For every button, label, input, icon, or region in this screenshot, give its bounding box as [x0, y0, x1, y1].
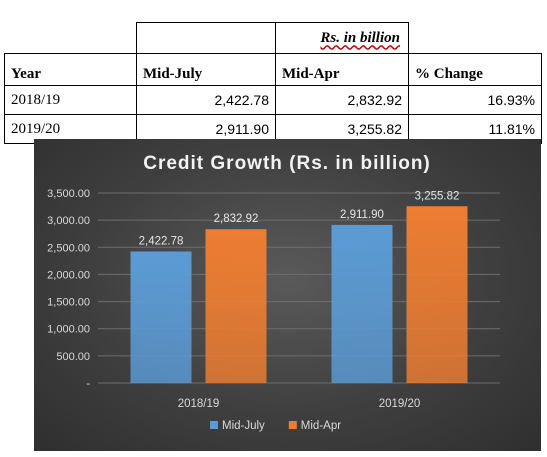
data-label: 3,255.82 — [415, 190, 460, 202]
legend-swatch — [210, 421, 218, 429]
y-axis-ticks: - 500.00 1,000.00 1,500.00 2,000.00 2,500.00 3… — [47, 188, 90, 390]
x-tick-label: 2018/19 — [178, 398, 220, 410]
data-label: 2,832.92 — [214, 213, 259, 225]
table-row: 2018/19 2,422.78 2,832.92 16.93% — [4, 85, 542, 115]
header-mid-july: Mid-July — [136, 53, 276, 86]
bar-mid-apr-2019-20 — [406, 206, 468, 383]
legend-label: Mid-July — [222, 420, 265, 432]
y-tick-label: - — [86, 378, 90, 390]
y-tick-label: 2,500.00 — [47, 242, 90, 254]
y-tick-label: 2,000.00 — [47, 269, 90, 281]
x-axis-ticks: 2018/19 2019/20 — [178, 398, 421, 410]
cell-mid-apr: 2,832.92 — [275, 85, 409, 115]
header-change: % Change — [408, 53, 542, 86]
table-header-row: Year Mid-July Mid-Apr % Change — [4, 53, 542, 86]
bar-mid-july-2019-20 — [331, 224, 393, 383]
unit-label: Rs. in billion — [320, 29, 400, 46]
y-tick-label: 500.00 — [56, 351, 90, 363]
header-mid-apr: Mid-Apr — [275, 53, 409, 86]
y-tick-label: 3,500.00 — [47, 188, 90, 200]
cell-year: 2018/19 — [4, 85, 137, 115]
cell-mid-july: 2,422.78 — [136, 85, 276, 115]
cell-change: 16.93% — [408, 85, 542, 115]
table-unit-spacer — [136, 22, 276, 54]
credit-table: Rs. in billion Year Mid-July Mid-Apr % C… — [4, 22, 542, 144]
data-label: 2,911.90 — [340, 209, 384, 221]
table-unit-cell: Rs. in billion — [275, 22, 409, 54]
data-labels: 2,422.78 2,832.92 2,911.90 3,255.82 — [139, 190, 460, 247]
bars — [130, 206, 468, 383]
header-year: Year — [4, 53, 137, 86]
chart-panel: Credit Growth (Rs. in billion) - 500.00 1,… — [34, 139, 541, 451]
y-tick-label: 1,000.00 — [47, 324, 90, 336]
legend-label: Mid-Apr — [301, 420, 341, 432]
legend: Mid-July Mid-Apr — [210, 420, 341, 432]
legend-swatch — [288, 421, 297, 429]
table-blank-cell — [408, 22, 542, 54]
y-tick-label: 3,000.00 — [47, 215, 90, 227]
bar-mid-july-2018-19 — [130, 251, 192, 383]
unit-row: Rs. in billion — [4, 22, 542, 54]
data-label: 2,422.78 — [139, 235, 184, 247]
x-tick-label: 2019/20 — [379, 398, 421, 410]
chart-title: Credit Growth (Rs. in billion) — [143, 153, 431, 174]
credit-growth-chart: Credit Growth (Rs. in billion) - 500.00 1,… — [47, 153, 500, 432]
table-blank-cell — [4, 22, 137, 54]
bar-mid-apr-2018-19 — [205, 229, 267, 383]
y-tick-label: 1,500.00 — [47, 297, 90, 309]
